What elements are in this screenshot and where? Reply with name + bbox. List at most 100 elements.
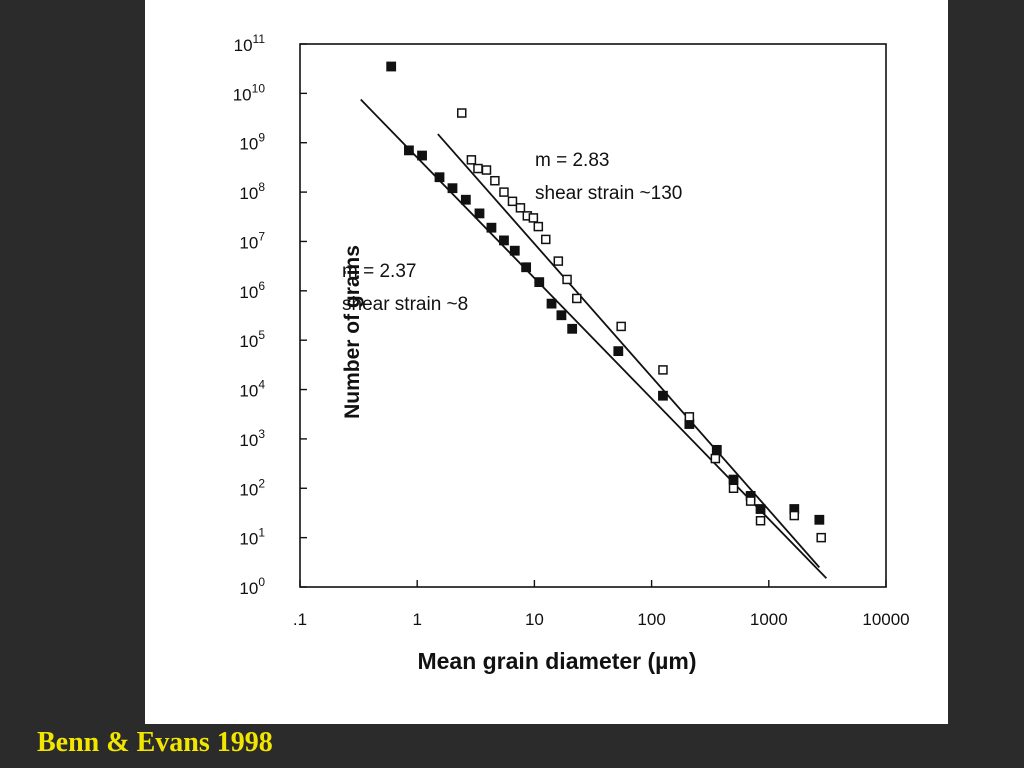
y-tick-label: 107 (239, 229, 265, 252)
open-square-point (553, 256, 564, 266)
open-square-point (684, 412, 695, 422)
figure-panel: 100 101 102 103 104 105 106 107 108 109 1010 1011.1… (145, 0, 948, 724)
filled-square-point (499, 235, 509, 246)
y-tick-exponent: 5 (258, 328, 265, 342)
open-square-point (562, 274, 572, 285)
y-tick-label: 102 (239, 476, 265, 499)
filled-square-point (474, 208, 485, 219)
plot-frame (299, 43, 887, 588)
y-tick-label: 108 (239, 180, 265, 203)
y-tick-label: 1011 (234, 32, 266, 55)
fit-line-series-2 (437, 133, 821, 568)
x-axis-title: Mean grain diameter (µm) (417, 648, 696, 674)
log-log-grain-size-chart: 10010110210310410510610710810910101011.1… (233, 32, 910, 674)
y-tick-label: 109 (239, 131, 265, 154)
x-tick-label: 10000 (862, 610, 909, 629)
y-tick-base: 10 (239, 530, 258, 549)
y-tick-label: 105 (239, 328, 265, 351)
open-square-point (466, 155, 477, 165)
y-tick-exponent: 7 (258, 229, 265, 243)
filled-square-point (814, 514, 825, 525)
y-tick-exponent: 11 (253, 32, 266, 46)
y-tick-base: 10 (239, 579, 258, 598)
open-square-point (745, 496, 756, 506)
filled-square-point (509, 245, 520, 256)
y-tick-base: 10 (239, 283, 258, 302)
filled-square-point (521, 262, 532, 273)
filled-square-point (434, 172, 445, 183)
y-tick-exponent: 10 (252, 81, 266, 95)
open-square-point (490, 175, 500, 186)
y-tick-exponent: 3 (258, 427, 265, 441)
open-square-point (616, 321, 626, 332)
open-square-point (541, 234, 551, 245)
open-square-point (499, 187, 509, 197)
y-tick-exponent: 0 (258, 575, 265, 589)
x-tick-label: 1 (412, 610, 421, 629)
filled-square-point (460, 194, 471, 205)
y-tick-exponent: 4 (258, 378, 265, 392)
y-tick-exponent: 2 (258, 476, 265, 490)
y-tick-base: 10 (234, 36, 253, 55)
y-tick-base: 10 (239, 332, 258, 351)
y-tick-base: 10 (239, 480, 258, 499)
y-tick-exponent: 1 (258, 526, 265, 540)
series-1-annotation-line: m = 2.37 (342, 261, 416, 282)
filled-square-point (711, 444, 722, 455)
y-tick-label: 104 (239, 378, 265, 401)
x-tick-label: 10 (525, 610, 544, 629)
y-tick-label: 100 (239, 575, 265, 598)
y-tick-label: 1010 (233, 81, 266, 104)
open-square-point (515, 203, 526, 213)
x-tick-label: .1 (293, 610, 307, 629)
filled-square-point (486, 222, 497, 233)
y-tick-exponent: 8 (258, 180, 265, 194)
filled-square-point (534, 277, 545, 288)
open-square-point (528, 213, 539, 223)
open-square-point (481, 165, 492, 175)
y-tick-base: 10 (239, 233, 258, 252)
open-square-point (816, 532, 826, 543)
filled-square-point (447, 183, 458, 194)
series-1-annotation-line: shear strain ~8 (342, 294, 468, 315)
y-tick-base: 10 (239, 135, 258, 154)
y-tick-base: 10 (239, 382, 258, 401)
open-square-point (533, 221, 544, 232)
filled-square-point (613, 346, 624, 357)
x-tick-label: 1000 (750, 610, 788, 629)
open-square-point (457, 108, 467, 118)
y-axis-title: Number of grains (341, 245, 364, 419)
open-square-point (507, 196, 518, 207)
source-caption: Benn & Evans 1998 (37, 727, 273, 758)
y-tick-base: 10 (239, 431, 258, 450)
x-tick-label: 100 (637, 610, 665, 629)
filled-square-point (546, 298, 557, 309)
open-square-point (710, 453, 721, 464)
series-2-annotation-line: m = 2.83 (535, 150, 609, 171)
y-tick-exponent: 6 (258, 279, 265, 293)
filled-square-point (417, 150, 427, 161)
open-square-point (789, 510, 800, 521)
y-tick-label: 101 (239, 526, 265, 549)
series-2-annotation-line: shear strain ~130 (535, 183, 682, 204)
axis-ticks: 10010110210310410510610710810910101011.1… (233, 32, 910, 629)
y-tick-label: 106 (239, 279, 265, 302)
open-square-point (473, 163, 483, 174)
y-tick-label: 103 (239, 427, 265, 450)
filled-square-point (404, 145, 414, 156)
open-square-point (572, 293, 582, 304)
open-square-point (658, 365, 668, 375)
y-tick-exponent: 9 (258, 131, 265, 145)
data-points (386, 61, 826, 543)
filled-square-point (386, 61, 397, 72)
annotations: m = 2.37 shear strain ~8 m = 2.83 shear str… (342, 150, 682, 315)
y-tick-base: 10 (239, 184, 258, 203)
open-square-point (755, 515, 766, 526)
filled-square-point (658, 390, 668, 401)
open-square-point (728, 483, 739, 494)
filled-square-point (755, 504, 766, 514)
filled-square-point (567, 323, 578, 334)
filled-square-point (728, 474, 739, 485)
filled-square-point (556, 310, 567, 321)
